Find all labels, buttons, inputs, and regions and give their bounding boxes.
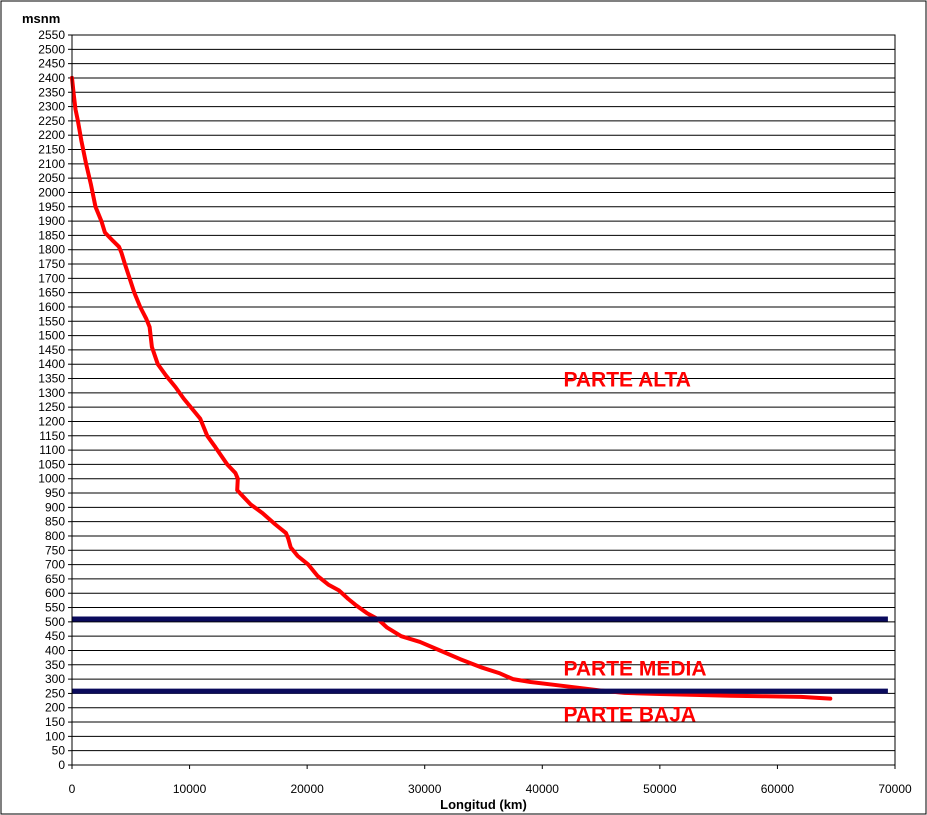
series bbox=[70, 75, 888, 701]
y-tick-label: 2050 bbox=[38, 171, 65, 185]
y-tick-label: 1000 bbox=[38, 472, 65, 486]
x-axis-title: Longitud (km) bbox=[440, 797, 527, 812]
y-tick-label: 150 bbox=[45, 715, 65, 729]
plot-border bbox=[71, 34, 896, 766]
y-tick-label: 1350 bbox=[38, 372, 65, 386]
y-tick-label: 2150 bbox=[38, 143, 65, 157]
y-tick-label: 2450 bbox=[38, 57, 65, 71]
y-tick-label: 2100 bbox=[38, 157, 65, 171]
y-tick-label: 1550 bbox=[38, 314, 65, 328]
y-tick-label: 500 bbox=[45, 615, 65, 629]
y-tick-label: 1400 bbox=[38, 357, 65, 371]
y-tick-label: 1500 bbox=[38, 329, 65, 343]
y-tick-label: 1850 bbox=[38, 228, 65, 242]
y-tick-label: 1050 bbox=[38, 457, 65, 471]
y-tick-label: 750 bbox=[45, 543, 65, 557]
y-tick-label: 1650 bbox=[38, 286, 65, 300]
x-tick-label: 60000 bbox=[761, 782, 795, 796]
y-tick-label: 800 bbox=[45, 529, 65, 543]
y-tick-label: 300 bbox=[45, 672, 65, 686]
y-tick-label: 1300 bbox=[38, 386, 65, 400]
y-tick-label: 1250 bbox=[38, 400, 65, 414]
y-axis-ticks: 0501001502002503003504004505005506006507… bbox=[38, 28, 72, 772]
y-tick-label: 250 bbox=[45, 686, 65, 700]
x-tick-label: 70000 bbox=[878, 782, 912, 796]
y-tick-label: 1450 bbox=[38, 343, 65, 357]
y-tick-label: 2300 bbox=[38, 100, 65, 114]
x-tick-label: 0 bbox=[69, 782, 76, 796]
y-tick-label: 2500 bbox=[38, 42, 65, 56]
y-tick-label: 1200 bbox=[38, 414, 65, 428]
y-tick-label: 350 bbox=[45, 658, 65, 672]
elevation-profile-line bbox=[70, 75, 833, 701]
y-tick-label: 550 bbox=[45, 601, 65, 615]
y-tick-label: 850 bbox=[45, 515, 65, 529]
y-tick-label: 650 bbox=[45, 572, 65, 586]
y-axis-title: msnm bbox=[22, 11, 60, 26]
zone-label: PARTE MEDIA bbox=[563, 658, 706, 681]
y-tick-label: 1600 bbox=[38, 300, 65, 314]
y-tick-label: 1700 bbox=[38, 271, 65, 285]
y-tick-label: 450 bbox=[45, 629, 65, 643]
zone-label: PARTE BAJA bbox=[563, 703, 696, 726]
y-tick-label: 400 bbox=[45, 643, 65, 657]
y-tick-label: 2250 bbox=[38, 114, 65, 128]
y-tick-label: 100 bbox=[45, 729, 65, 743]
x-tick-label: 40000 bbox=[526, 782, 560, 796]
y-tick-label: 1800 bbox=[38, 243, 65, 257]
y-tick-label: 200 bbox=[45, 701, 65, 715]
zone-label: PARTE ALTA bbox=[563, 369, 691, 392]
x-tick-label: 50000 bbox=[643, 782, 677, 796]
y-tick-label: 50 bbox=[52, 744, 66, 758]
x-axis-ticks: 0 10000 20000 30000 40000 50000 60000 70000 bbox=[69, 765, 912, 796]
y-tick-label: 1750 bbox=[38, 257, 65, 271]
y-tick-label: 600 bbox=[45, 586, 65, 600]
y-tick-label: 1900 bbox=[38, 214, 65, 228]
x-tick-label: 10000 bbox=[173, 782, 207, 796]
y-tick-label: 2550 bbox=[38, 28, 65, 42]
x-tick-label: 20000 bbox=[290, 782, 324, 796]
x-tick-label: 30000 bbox=[408, 782, 442, 796]
y-tick-label: 2200 bbox=[38, 128, 65, 142]
y-tick-label: 1150 bbox=[39, 429, 65, 443]
y-tick-label: 2400 bbox=[38, 71, 65, 85]
y-tick-label: 2350 bbox=[38, 85, 65, 99]
y-tick-label: 1950 bbox=[38, 200, 65, 214]
y-tick-label: 2000 bbox=[38, 185, 65, 199]
y-tick-label: 900 bbox=[45, 500, 65, 514]
y-tick-label: 700 bbox=[45, 558, 65, 572]
zone-annotations: PARTE ALTA PARTE MEDIA PARTE BAJA bbox=[563, 369, 706, 727]
y-tick-label: 0 bbox=[58, 758, 65, 772]
y-tick-label: 950 bbox=[45, 486, 65, 500]
y-tick-label: 1100 bbox=[39, 443, 65, 457]
